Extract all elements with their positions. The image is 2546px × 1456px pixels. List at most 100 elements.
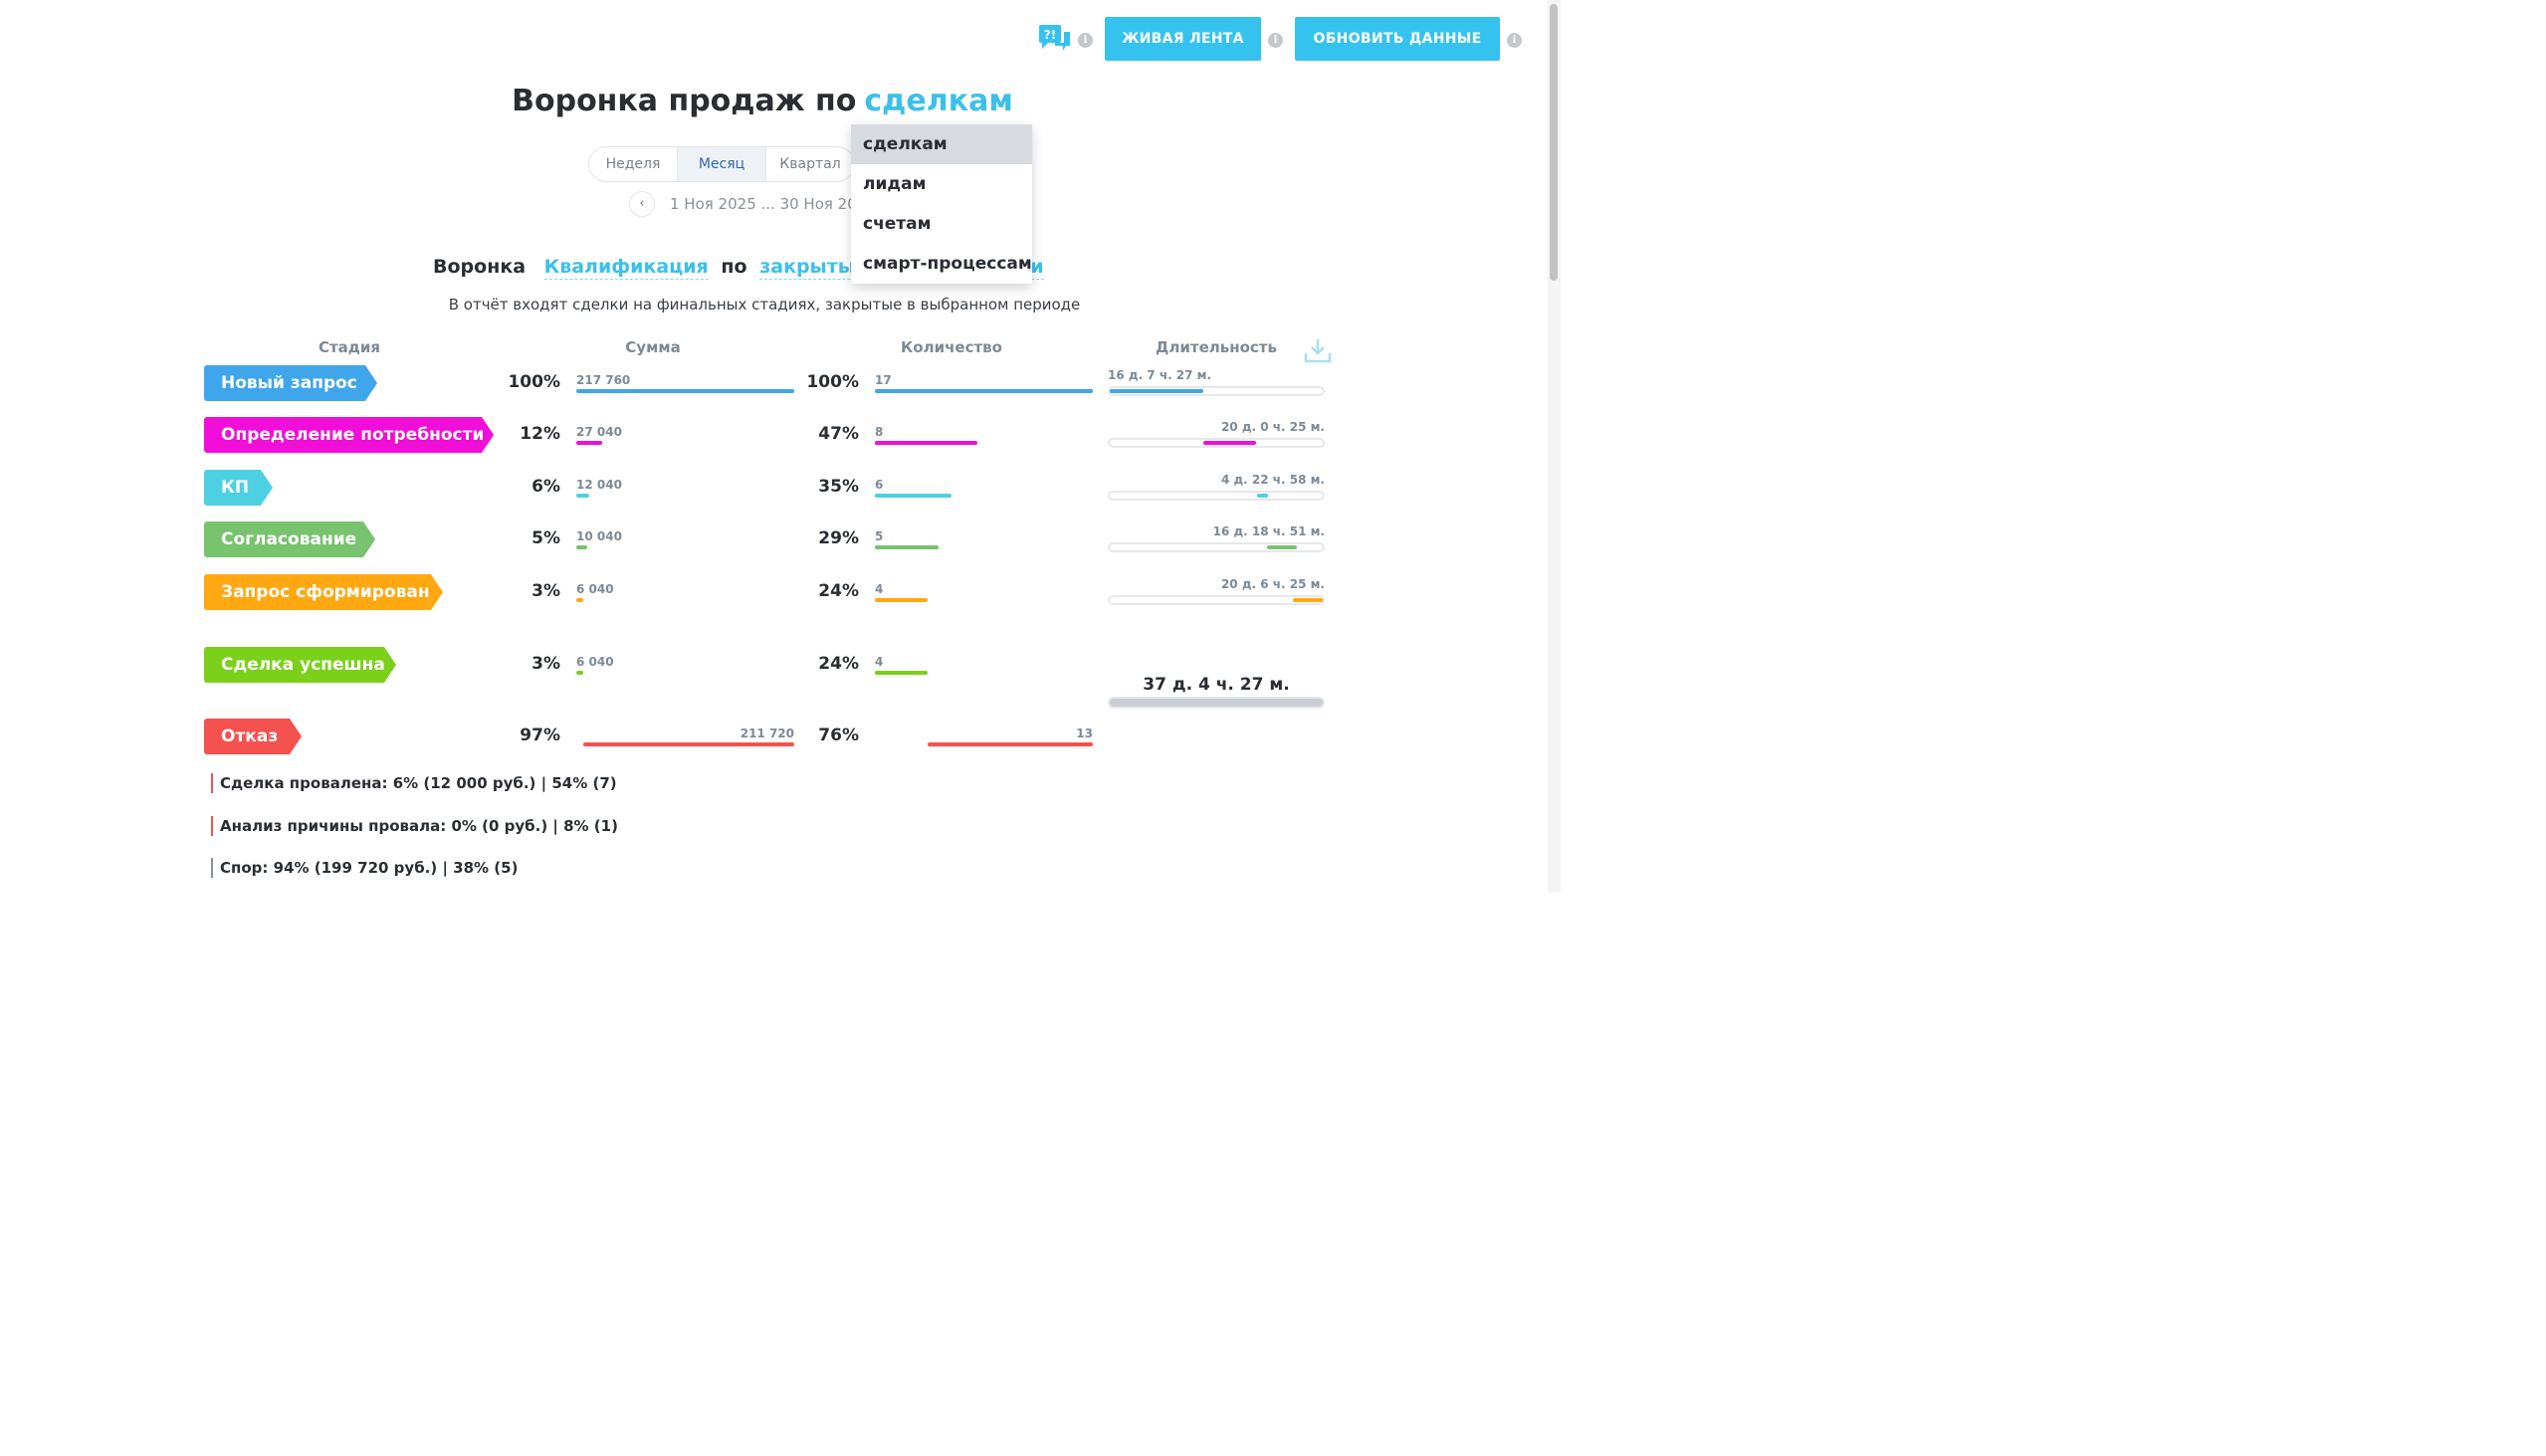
column-count: Количество [901,338,1002,356]
period-tabs: Неделя Месяц Квартал [588,146,855,182]
duration-fill [1203,441,1256,445]
live-feed-button[interactable]: ЖИВАЯ ЛЕНТА [1105,17,1261,61]
dropdown-option-smart-processes[interactable]: смарт-процессам [863,254,1032,274]
sum-percent: 3% [531,654,560,674]
stage-label: Сделка успешна [204,647,396,683]
sum-bar [576,389,794,393]
duration-label: 4 д. 22 ч. 58 м. [1220,473,1325,487]
info-icon-refresh[interactable]: i [1507,33,1522,48]
count-percent: 24% [818,581,859,601]
stage-label: Новый запрос [204,365,377,401]
count-value: 6 [875,478,884,492]
sum-value: 27 040 [576,425,622,439]
sum-percent: 3% [531,581,560,601]
count-percent: 35% [818,477,859,497]
dropdown-option-invoices[interactable]: счетам [863,214,932,234]
count-bar [928,742,1093,746]
sum-percent: 97% [520,726,560,745]
total-duration-bar [1108,697,1325,709]
sum-bar [576,671,583,675]
fail-reason-item: Спор: 94% (199 720 руб.) | 38% (5) [211,858,518,878]
stage-label: Определение потребности [204,417,494,453]
date-range[interactable]: 1 Ноя 2025 ... 30 Ноя 202 [670,195,867,213]
sum-percent: 100% [508,372,560,392]
sum-value: 217 760 [576,373,631,387]
column-duration: Длительность [1156,338,1277,356]
fail-reason-item: Сделка провалена: 6% (12 000 руб.) | 54%… [211,773,617,793]
count-value: 4 [875,582,884,596]
sum-value: 6 040 [576,655,614,669]
total-duration: 37 д. 4 ч. 27 м. [1143,675,1290,695]
count-percent: 24% [818,654,859,674]
dropdown-option-leads[interactable]: лидам [863,174,927,194]
count-bar [875,671,928,675]
count-bar [875,494,952,498]
tab-quarter[interactable]: Квартал [779,156,841,172]
count-value: 8 [875,425,884,439]
duration-label: 16 д. 7 ч. 27 м. [1108,368,1212,382]
sum-value: 12 040 [576,478,622,492]
tab-month[interactable]: Месяц [678,147,766,181]
stage-label: Согласование [204,521,375,557]
sum-bar [583,742,794,746]
entity-dropdown-menu: сделкам лидам счетам смарт-процессам [851,124,1032,284]
duration-fill [1257,494,1268,498]
duration-fill [1110,389,1203,393]
sum-value: 6 040 [576,582,614,596]
duration-track [1108,491,1325,501]
stage-label: Отказ [204,719,302,754]
duration-track [1108,386,1325,396]
column-sum: Сумма [625,338,681,356]
funnel-name-link[interactable]: Квалификация [543,256,709,280]
info-icon-live-feed[interactable]: i [1268,33,1283,48]
funnel-selector: Воронка Квалификация по закрытым [433,256,871,280]
duration-fill [1267,545,1297,549]
column-stage: Стадия [318,338,381,356]
info-icon-faq[interactable]: i [1078,33,1093,48]
funnel-label: Воронка [433,256,527,278]
duration-track [1108,438,1325,448]
count-bar [875,389,1093,393]
stage-label: Запрос сформирован [204,574,443,610]
duration-track [1108,595,1325,605]
duration-label: 16 д. 18 ч. 51 м. [1212,524,1325,538]
sum-bar [576,494,589,498]
count-value: 13 [1076,727,1093,740]
count-percent: 100% [806,372,859,392]
sum-value: 211 720 [740,727,794,740]
count-value: 4 [875,655,884,669]
duration-track [1108,542,1325,552]
sum-value: 10 040 [576,529,622,543]
sum-bar [576,441,602,445]
dropdown-option-deals[interactable]: сделкам [851,124,1032,164]
sum-percent: 6% [531,477,560,497]
count-percent: 76% [818,726,859,745]
download-icon[interactable] [1303,336,1333,364]
count-bar [875,545,939,549]
title-prefix: Воронка продаж по [512,84,857,118]
count-value: 17 [875,373,892,387]
sum-bar [576,545,587,549]
prev-period-chevron-icon[interactable]: ‹ [629,191,655,217]
fail-reason-item: Анализ причины провала: 0% (0 руб.) | 8%… [211,816,618,836]
refresh-data-button[interactable]: ОБНОВИТЬ ДАННЫЕ [1295,17,1500,61]
scrollbar-thumb[interactable] [1550,4,1558,281]
funnel-mode-link[interactable]: закрытым [759,256,871,280]
duration-label: 20 д. 6 ч. 25 м. [1220,577,1325,591]
funnel-by-label: по [721,256,747,278]
sum-percent: 12% [520,424,560,444]
count-value: 5 [875,529,884,543]
faq-chat-icon[interactable]: ?! [1038,24,1072,54]
count-percent: 29% [818,528,859,548]
report-note: В отчёт входят сделки на финальных стади… [448,296,1081,313]
duration-fill [1293,598,1323,602]
count-bar [875,598,928,602]
entity-selector-link[interactable]: сделкам [864,84,1013,118]
sum-percent: 5% [531,528,560,548]
faq-icon-text: ?! [1044,28,1056,42]
page-title: Воронка продаж по сделкам [0,84,1525,118]
stage-label: КП [204,470,273,506]
sum-bar [576,598,583,602]
tab-week[interactable]: Неделя [589,147,678,181]
count-bar [875,441,977,445]
